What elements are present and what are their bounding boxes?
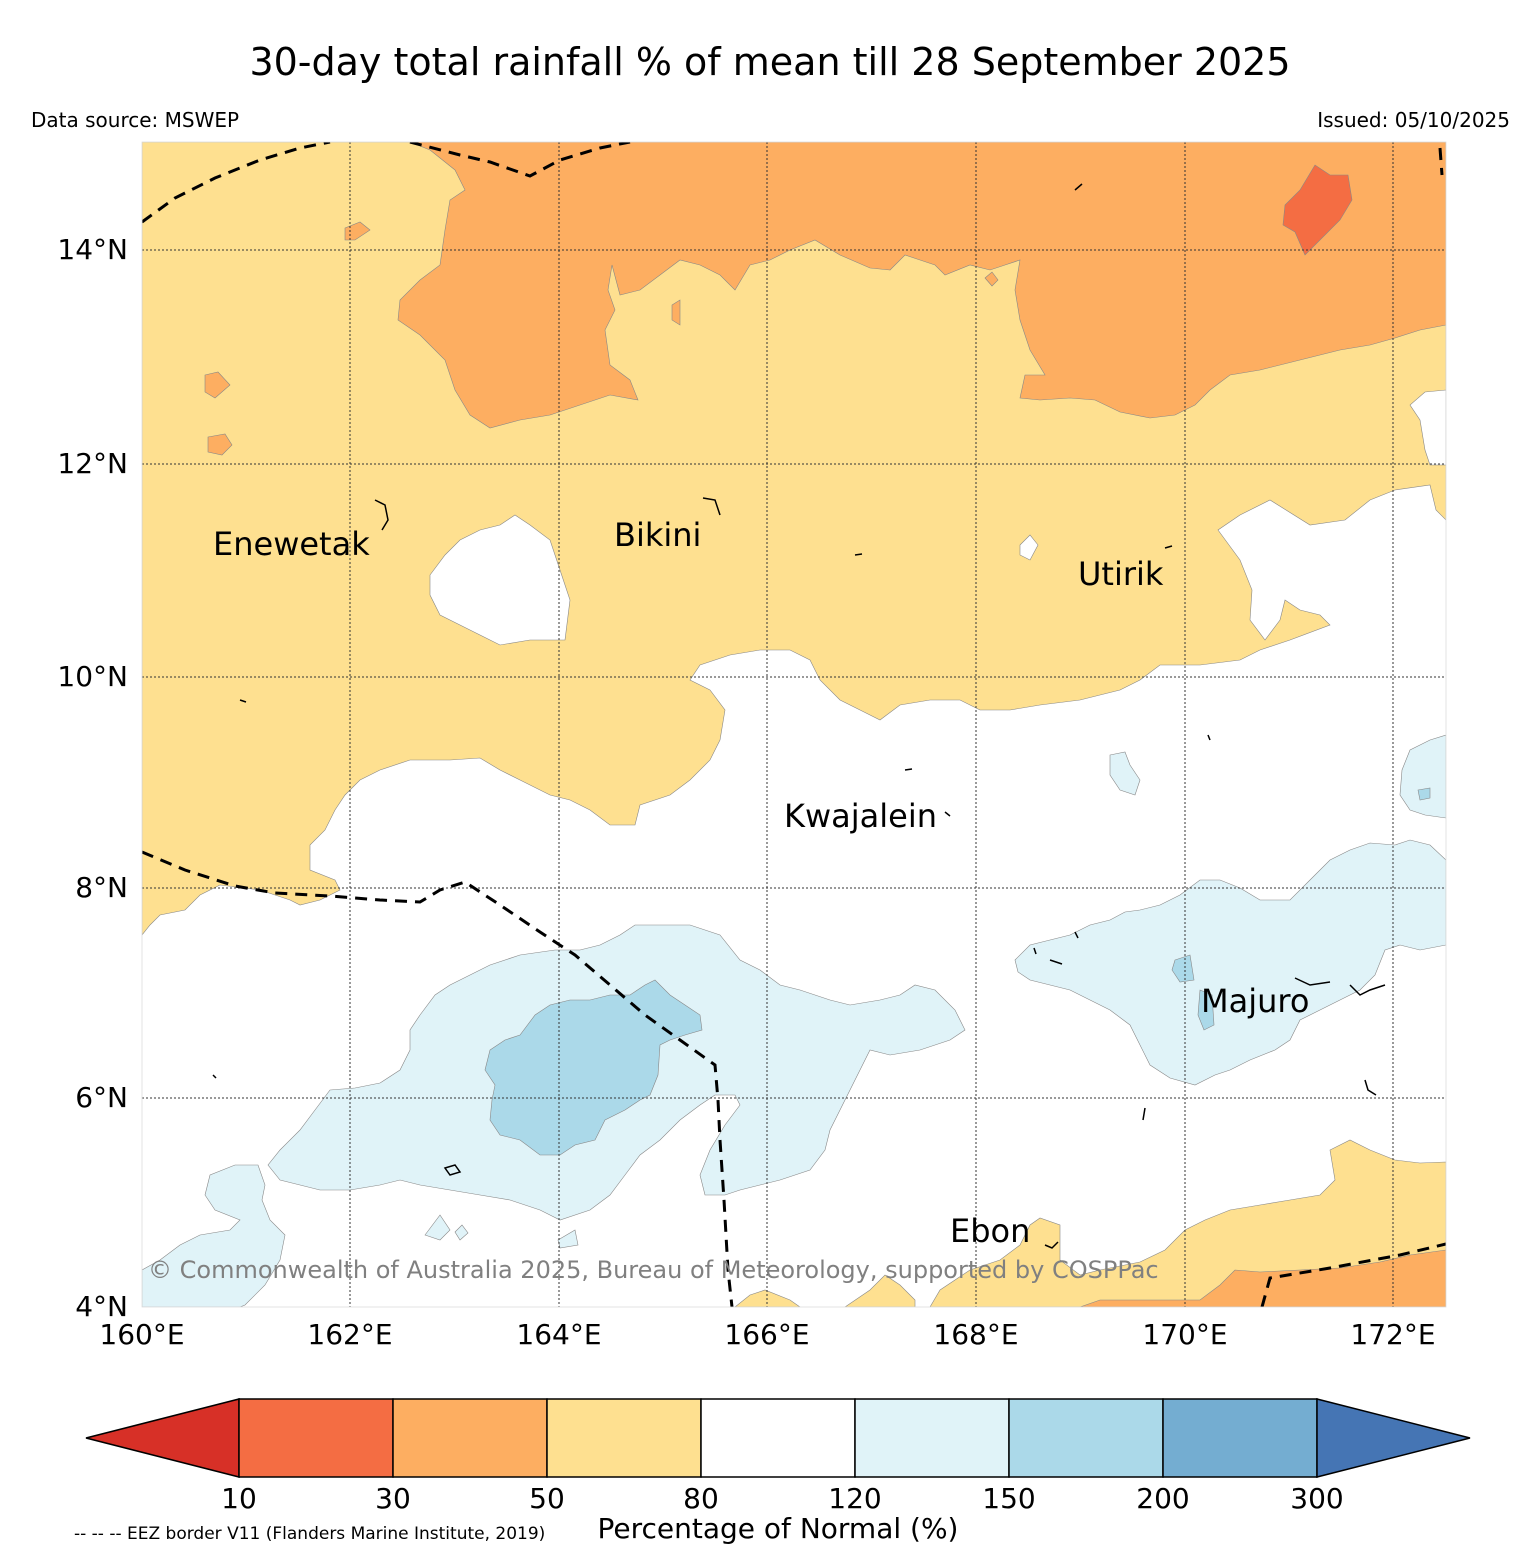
region-120-150-blob bbox=[1109, 751, 1141, 796]
colorbar-80-120 bbox=[700, 1398, 856, 1478]
lat-tick: 10°N bbox=[57, 660, 128, 693]
colorbar-label: 300 bbox=[1290, 1482, 1343, 1515]
colorbar-label: 200 bbox=[1136, 1482, 1189, 1515]
lon-axis: 160°E 162°E 164°E 166°E 168°E 170°E 172°… bbox=[99, 1318, 1435, 1351]
blob-orange-1 bbox=[204, 371, 231, 399]
colorbar-gt300 bbox=[1316, 1398, 1471, 1478]
place-majuro: Majuro bbox=[1201, 982, 1309, 1020]
region-30-50-south bbox=[1079, 1249, 1446, 1307]
place-ebon: Ebon bbox=[950, 1212, 1030, 1250]
colorbar-120-150 bbox=[854, 1398, 1010, 1478]
map-frame bbox=[141, 141, 1447, 1308]
region-10-30-north bbox=[1282, 164, 1353, 256]
lat-tick: 4°N bbox=[75, 1290, 128, 1323]
region-120-150-blob2 bbox=[424, 1214, 579, 1249]
map-title: 30-day total rainfall % of mean till 28 … bbox=[249, 40, 1291, 84]
lon-tick: 170°E bbox=[1142, 1318, 1227, 1351]
region-120-150-ne-small bbox=[1399, 734, 1446, 819]
lon-tick: 162°E bbox=[307, 1318, 392, 1351]
colorbar-label: 80 bbox=[683, 1482, 719, 1515]
lat-tick: 12°N bbox=[57, 447, 128, 480]
region-30-50-north bbox=[397, 142, 1446, 429]
atoll-outlines bbox=[212, 183, 1386, 1249]
copyright-text: © Commonwealth of Australia 2025, Bureau… bbox=[148, 1256, 1159, 1284]
blob-orange-4 bbox=[984, 271, 999, 287]
lon-tick: 166°E bbox=[724, 1318, 809, 1351]
lat-tick: 14°N bbox=[57, 233, 128, 266]
colorbar-label: 50 bbox=[529, 1482, 565, 1515]
place-bikini: Bikini bbox=[614, 516, 701, 554]
lat-axis: 14°N 12°N 10°N 8°N 6°N 4°N bbox=[57, 233, 128, 1323]
region-50-80-south bbox=[734, 1139, 1446, 1307]
lon-tick: 164°E bbox=[516, 1318, 601, 1351]
colorbar-label: 30 bbox=[375, 1482, 411, 1515]
region-150-200-east bbox=[1171, 787, 1431, 1031]
map-plot-area: © Commonwealth of Australia 2025, Bureau… bbox=[142, 142, 1446, 1307]
region-150-200-central bbox=[484, 979, 703, 1156]
colorbar-label: 10 bbox=[221, 1482, 257, 1515]
region-120-150-east bbox=[1014, 839, 1446, 1086]
colorbar-50-80 bbox=[546, 1398, 702, 1478]
colorbar-150-200 bbox=[1008, 1398, 1164, 1478]
lat-tick: 6°N bbox=[75, 1081, 128, 1114]
grid-lines bbox=[142, 142, 1446, 1307]
colorbar-30-50 bbox=[392, 1398, 548, 1478]
region-120-150-sw bbox=[142, 1164, 286, 1307]
place-enewetak: Enewetak bbox=[213, 525, 370, 563]
colorbar bbox=[85, 1398, 1471, 1478]
colorbar-label: 120 bbox=[828, 1482, 881, 1515]
eez-footnote: -- -- -- EEZ border V11 (Flanders Marine… bbox=[74, 1524, 546, 1544]
lon-tick: 172°E bbox=[1350, 1318, 1435, 1351]
eez-borders bbox=[142, 142, 1446, 1307]
lat-tick: 8°N bbox=[75, 871, 128, 904]
place-utirik: Utirik bbox=[1078, 555, 1164, 593]
colorbar-label: 150 bbox=[982, 1482, 1035, 1515]
region-80-120-ne bbox=[1409, 389, 1446, 466]
colorbar-10-30 bbox=[238, 1398, 394, 1478]
colorbar-title: Percentage of Normal (%) bbox=[598, 1512, 959, 1545]
colorbar-labels: 10 30 50 80 120 150 200 300 bbox=[221, 1482, 1344, 1515]
lon-tick: 168°E bbox=[933, 1318, 1018, 1351]
data-source: Data source: MSWEP bbox=[31, 108, 240, 132]
lon-tick: 160°E bbox=[99, 1318, 184, 1351]
colorbar-200-300 bbox=[1162, 1398, 1318, 1478]
issued-date: Issued: 05/10/2025 bbox=[1317, 108, 1510, 132]
colorbar-lt10 bbox=[85, 1398, 240, 1478]
place-kwajalein: Kwajalein bbox=[784, 797, 937, 835]
blob-orange-2 bbox=[207, 433, 233, 456]
blob-orange-3 bbox=[344, 221, 371, 241]
